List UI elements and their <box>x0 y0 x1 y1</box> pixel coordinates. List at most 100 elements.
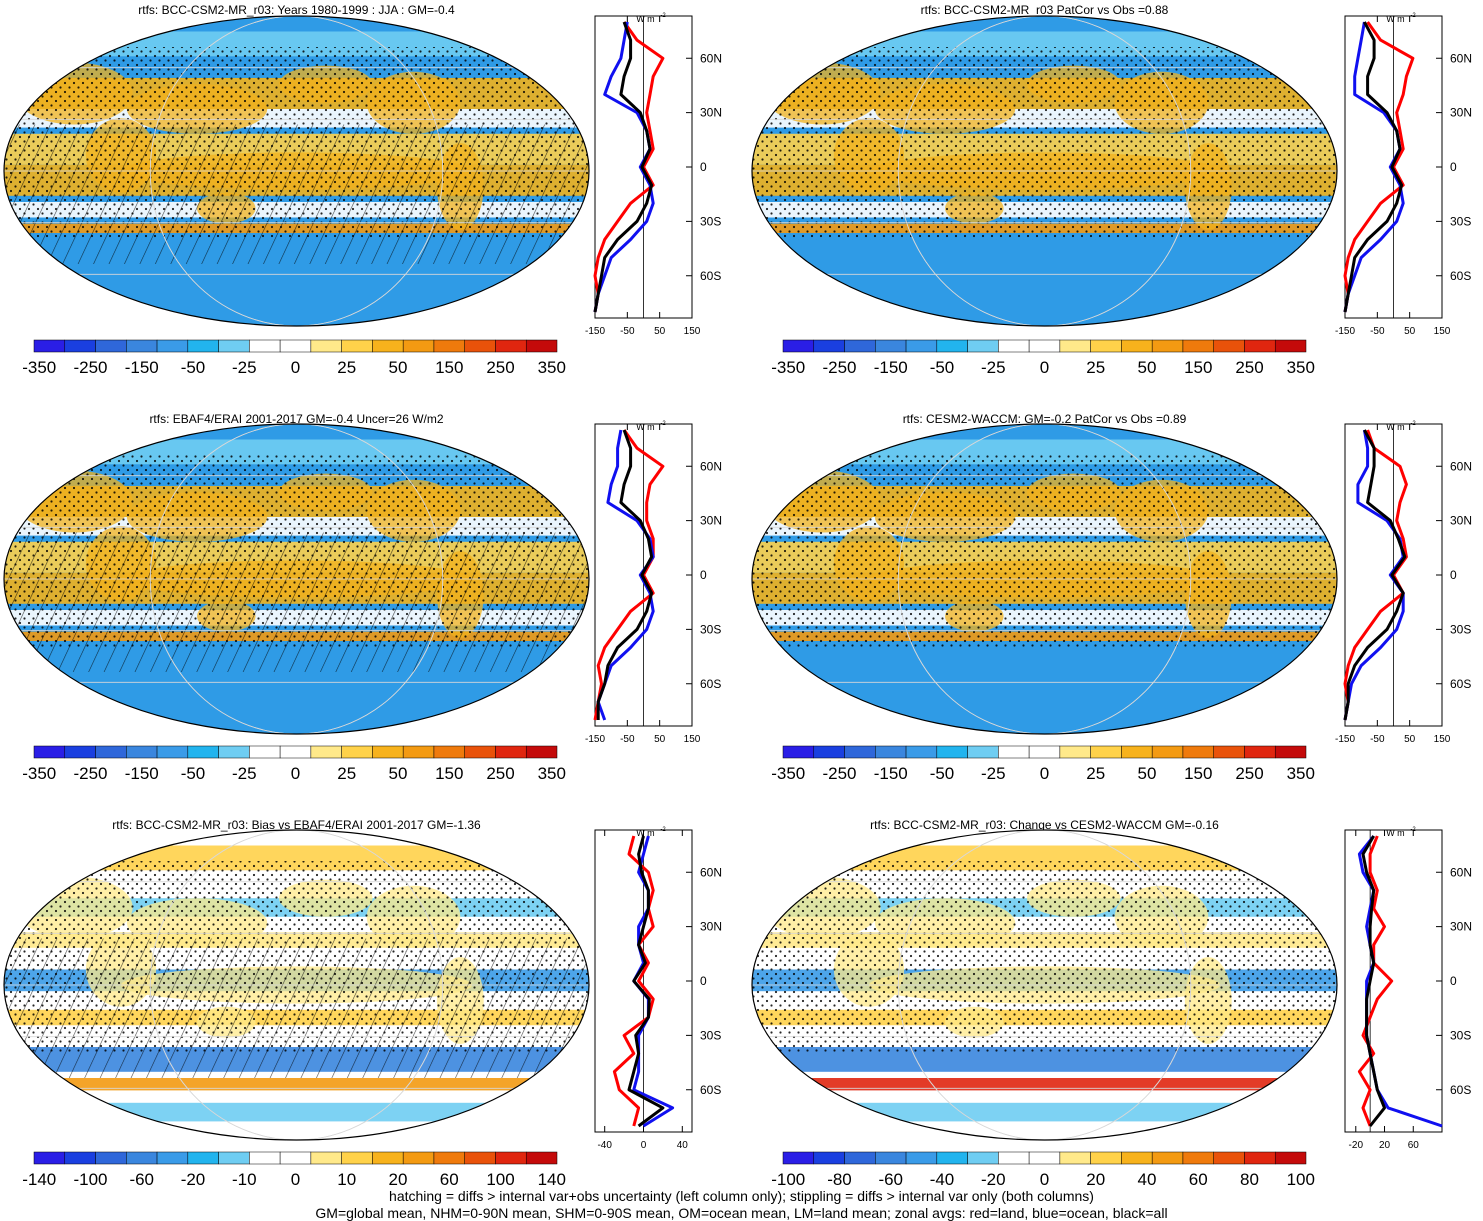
zonal-panel: -150 -50 50 150 60N 30N 0 30S 60S W m -2 <box>1335 13 1472 337</box>
colorbar-swatch <box>998 339 1030 353</box>
map-band <box>4 1102 589 1122</box>
colorbar-swatch <box>372 1151 404 1165</box>
colorbar-swatch <box>1121 339 1153 353</box>
colorbar-swatch <box>1213 1151 1245 1165</box>
map-outline <box>751 829 1338 1141</box>
zonal-unit-exp: -2 <box>660 421 666 427</box>
colorbar-swatch <box>1090 745 1122 759</box>
colorbar-swatch <box>1213 745 1245 759</box>
colorbar-swatch <box>156 1151 189 1165</box>
colorbar-swatch <box>1274 1151 1307 1165</box>
colorbar-swatch <box>813 1151 845 1165</box>
y-tick-label: 30N <box>1450 514 1472 528</box>
colorbar-label: -40 <box>930 1170 955 1189</box>
y-tick-label: 60S <box>700 677 721 691</box>
panel-4: rtfs: CESM2-WACCM: GM=-0.2 PatCor vs Obs… <box>751 412 1472 783</box>
colorbar-label: 60 <box>440 1170 459 1189</box>
y-tick-label: 0 <box>1450 160 1457 174</box>
colorbar-label: 100 <box>1287 1170 1315 1189</box>
zonal-ocean-line <box>1343 429 1405 721</box>
map-band <box>752 1078 1337 1091</box>
colorbar-swatch <box>875 745 907 759</box>
colorbar-swatch <box>218 339 250 353</box>
colorbar-swatch <box>875 339 907 353</box>
colorbar: -140 -100 -60 -20 -10 0 10 20 60 100 140 <box>22 1151 566 1189</box>
zonal-panel: -150 -50 50 150 60N 30N 0 30S 60S W m -2 <box>585 421 722 745</box>
colorbar-swatch <box>464 1151 496 1165</box>
zonal-all-line <box>627 835 665 1128</box>
colorbar-swatch <box>1213 339 1245 353</box>
colorbar-swatch <box>967 1151 999 1165</box>
hatch-overlay <box>4 938 589 1078</box>
colorbar-swatch <box>372 339 404 353</box>
colorbar-label: -150 <box>874 358 908 377</box>
colorbar-swatch <box>95 339 127 353</box>
colorbar-label: -250 <box>73 764 107 783</box>
colorbar-swatch <box>813 745 845 759</box>
x-tick-label: 40 <box>677 1140 689 1151</box>
colorbar-swatch <box>464 745 496 759</box>
colorbar-swatch <box>1244 745 1276 759</box>
colorbar-label: 100 <box>486 1170 514 1189</box>
colorbar: -350 -250 -150 -50 -25 0 25 50 150 250 350 <box>771 339 1315 377</box>
zonal-panel: -150 -50 50 150 60N 30N 0 30S 60S W m -2 <box>585 13 722 337</box>
colorbar-swatch <box>905 339 938 353</box>
y-tick-label: 30S <box>700 1028 721 1042</box>
colorbar-label: 0 <box>291 764 300 783</box>
x-tick-label: 0 <box>641 1140 647 1151</box>
y-tick-label: 30S <box>1450 214 1471 228</box>
colorbar-swatch <box>33 339 66 353</box>
colorbar-label: 0 <box>1040 1170 1049 1189</box>
stipple-overlay <box>752 455 1337 648</box>
colorbar-swatch <box>1151 339 1184 353</box>
map-outline <box>751 423 1338 735</box>
colorbar-label: 25 <box>1086 764 1105 783</box>
y-tick-label: 60N <box>1450 459 1472 473</box>
colorbar-label: -100 <box>771 1170 805 1189</box>
colorbar-label: -350 <box>22 764 56 783</box>
map-band <box>752 1102 1337 1122</box>
colorbar-label: -140 <box>22 1170 56 1189</box>
y-tick-label: 30N <box>700 920 722 934</box>
stipple-overlay <box>752 861 1337 1054</box>
panel-title: rtfs: BCC-CSM2-MR_r03: Bias vs EBAF4/ERA… <box>112 818 481 832</box>
zonal-unit: W m <box>1386 422 1405 432</box>
colorbar-swatch <box>249 1151 281 1165</box>
colorbar-swatch <box>279 745 312 759</box>
colorbar-label: -60 <box>878 1170 903 1189</box>
colorbar-label: -250 <box>822 764 856 783</box>
colorbar-swatch <box>402 1151 435 1165</box>
zonal-unit: W m <box>636 14 655 24</box>
panel-title: rtfs: BCC-CSM2-MR_r03: Years 1980-1999 :… <box>138 3 455 17</box>
hatch-overlay <box>4 532 589 672</box>
x-tick-label: -50 <box>620 326 635 337</box>
zonal-ocean-line <box>596 429 655 721</box>
colorbar-swatch <box>1151 745 1184 759</box>
colorbar-swatch <box>782 745 815 759</box>
colorbar-swatch <box>967 745 999 759</box>
colorbar-label: -25 <box>232 358 257 377</box>
colorbar-swatch <box>905 745 938 759</box>
y-tick-label: 60N <box>700 459 722 473</box>
colorbar-label: -60 <box>129 1170 154 1189</box>
zonal-unit-exp: -2 <box>660 13 666 19</box>
y-tick-label: 0 <box>1450 568 1457 582</box>
x-tick-label: -150 <box>585 734 605 745</box>
colorbar-label: 140 <box>538 1170 566 1189</box>
zonal-unit: W m <box>1386 828 1405 838</box>
colorbar-swatch <box>33 1151 66 1165</box>
x-tick-label: 50 <box>654 734 666 745</box>
colorbar-swatch <box>1059 339 1091 353</box>
panel-3: rtfs: EBAF4/ERAI 2001-2017 GM=-0.4 Uncer… <box>3 412 722 783</box>
colorbar-label: -150 <box>125 764 159 783</box>
colorbar-swatch <box>64 339 96 353</box>
colorbar-swatch <box>341 1151 373 1165</box>
colorbar-label: -250 <box>73 358 107 377</box>
map-field <box>752 830 1337 1140</box>
colorbar-label: -350 <box>771 764 805 783</box>
colorbar-label: 0 <box>291 358 300 377</box>
colorbar-swatch <box>372 745 404 759</box>
x-tick-label: 150 <box>684 734 701 745</box>
colorbar: -350 -250 -150 -50 -25 0 25 50 150 250 350 <box>22 339 566 377</box>
y-tick-label: 30S <box>700 214 721 228</box>
